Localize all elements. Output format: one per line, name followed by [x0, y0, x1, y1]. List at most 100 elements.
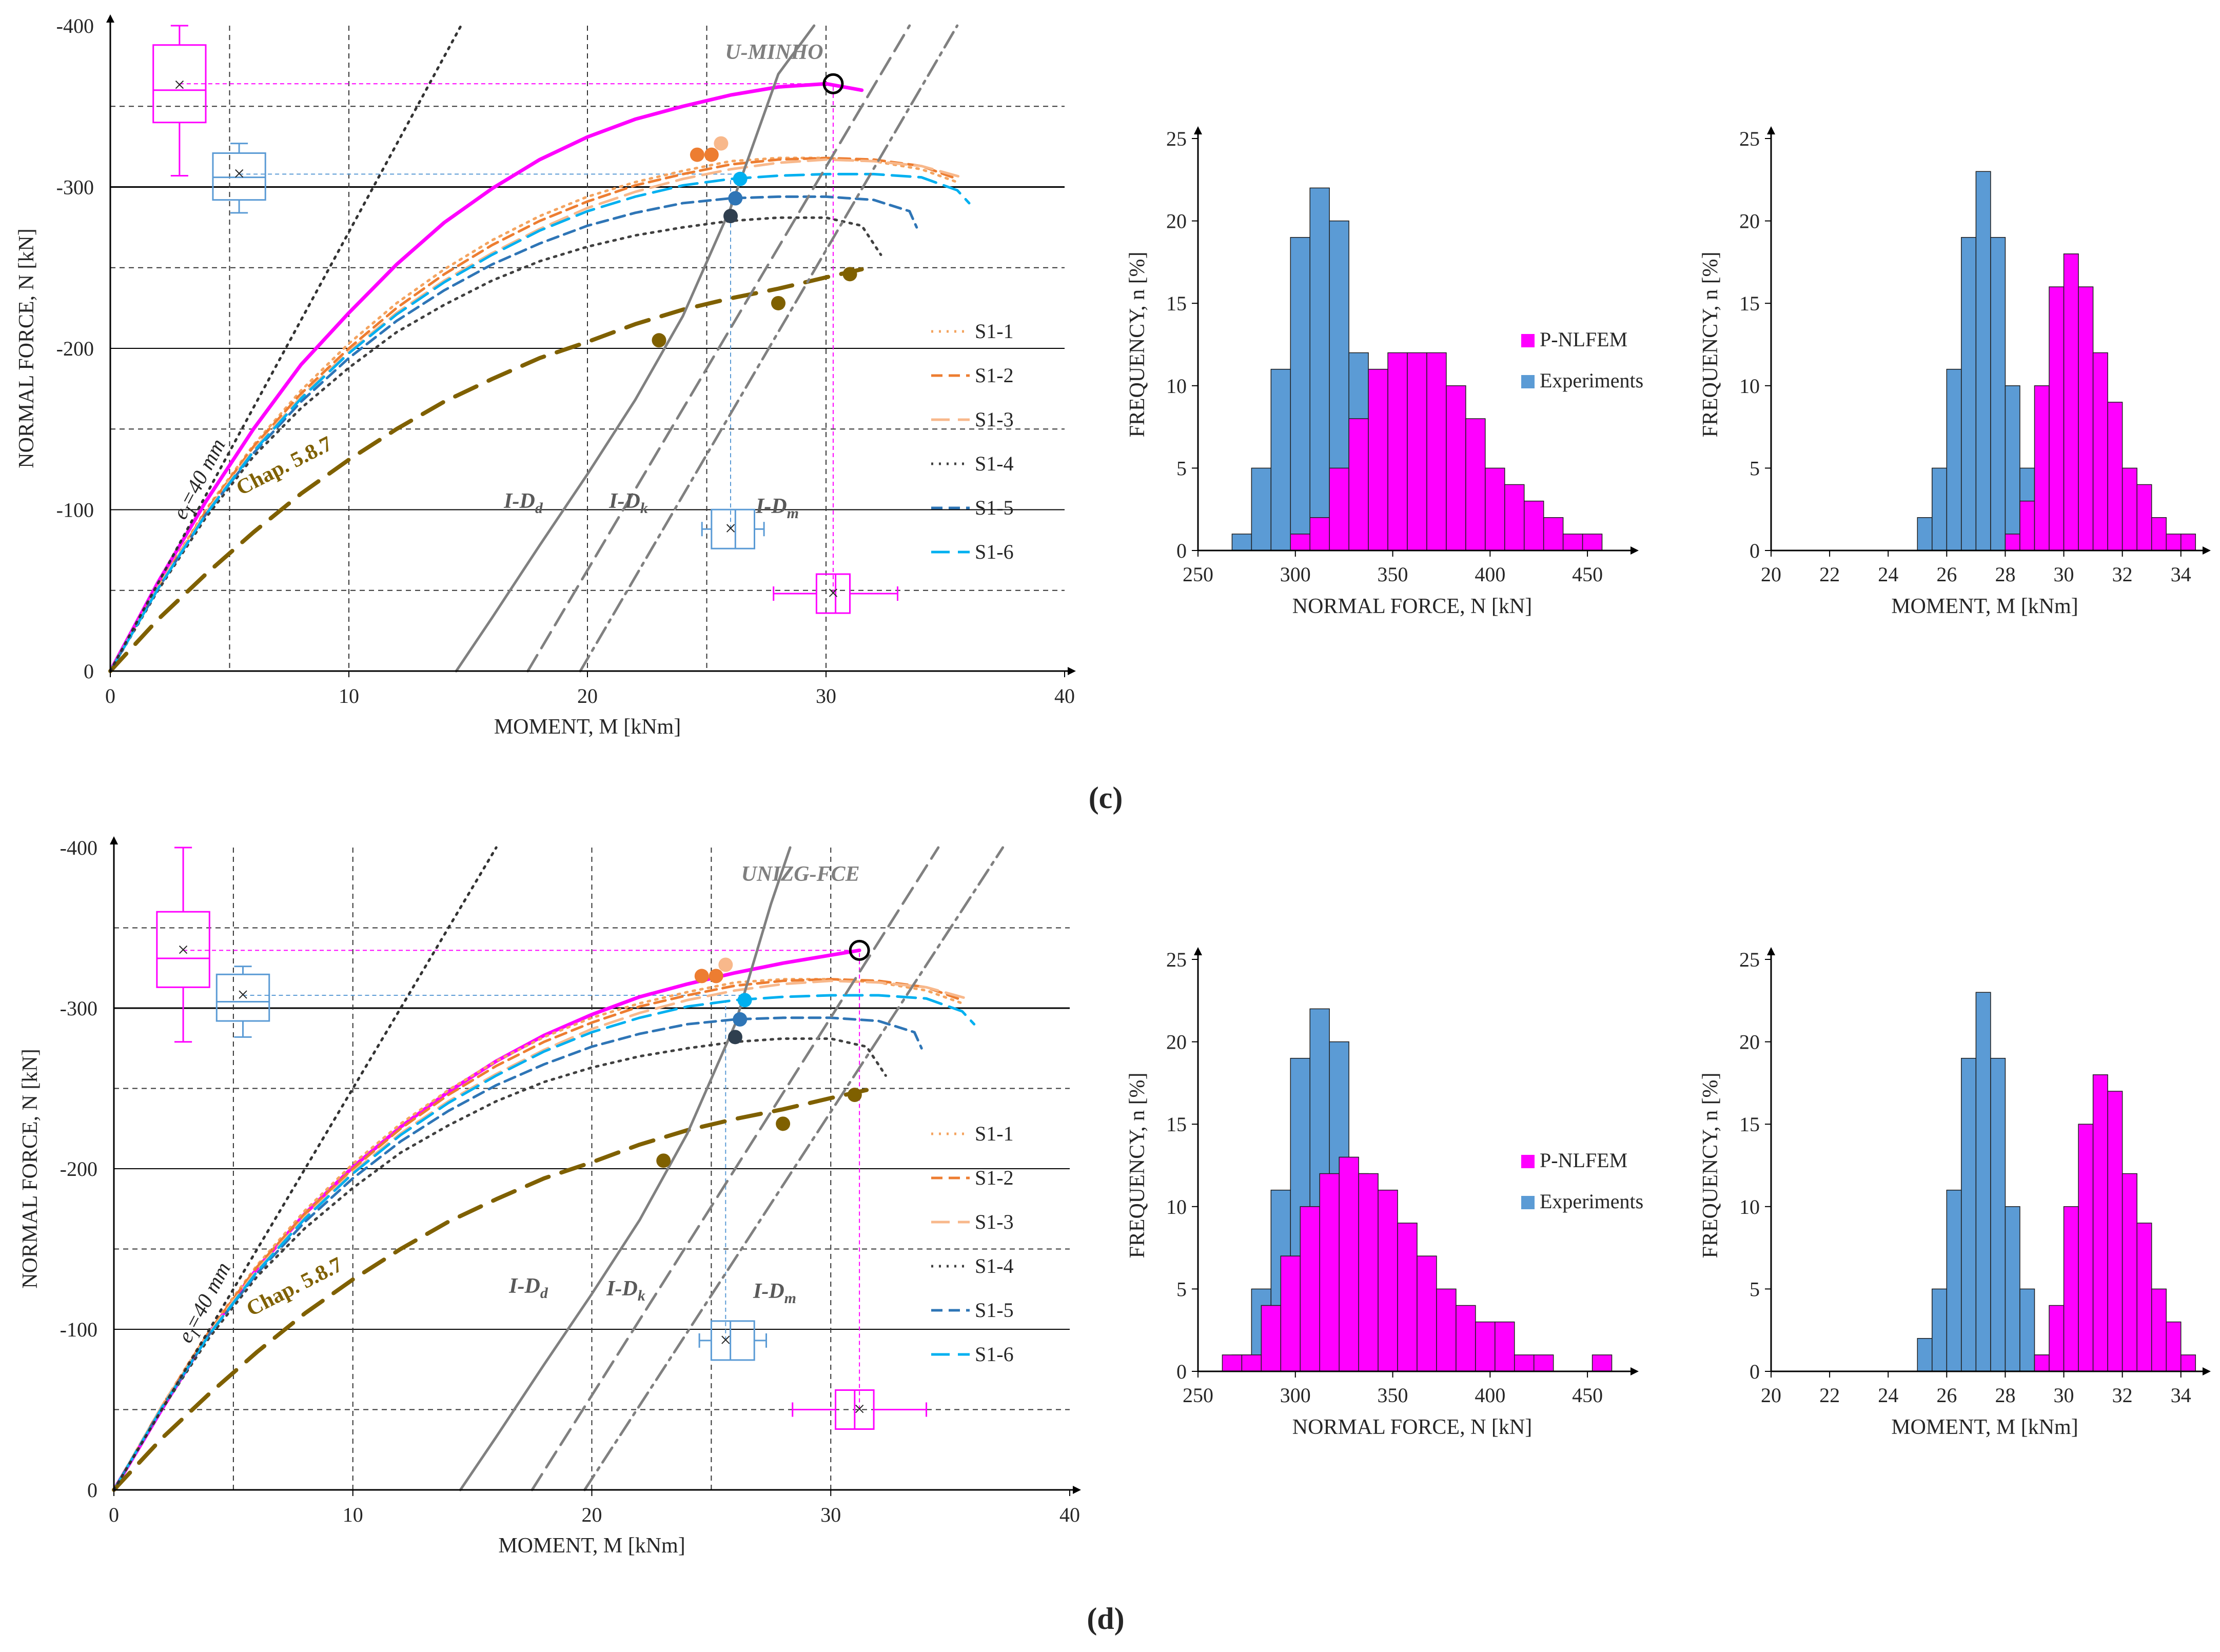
y-tick-label: -200: [60, 1157, 97, 1181]
data-marker: [714, 136, 729, 151]
data-marker: [656, 1153, 671, 1168]
x-tick-label: 28: [1995, 1384, 2015, 1407]
x-axis-label: MOMENT, M [kNm]: [494, 715, 681, 739]
series-line-s1-6: [112, 994, 976, 1491]
bar-p-nlfem: [2092, 1074, 2108, 1372]
bar-p-nlfem: [2005, 534, 2020, 551]
x-tick-label: 300: [1280, 563, 1311, 586]
bar-p-nlfem: [1592, 1354, 1613, 1372]
bar-p-nlfem: [1562, 534, 1583, 551]
y-tick-label: 25: [1739, 127, 1760, 150]
x-tick-label: 34: [2171, 563, 2191, 586]
series-line-i-dd: [459, 846, 792, 1491]
bar-p-nlfem: [1446, 385, 1466, 551]
bar-p-nlfem: [2034, 385, 2050, 551]
bar-p-nlfem: [1456, 1305, 1476, 1372]
y-tick-label: 0: [1750, 1360, 1760, 1383]
annotation-subscript: m: [784, 1290, 796, 1307]
bar-p-nlfem: [2063, 1206, 2079, 1372]
bar-experiments: [1990, 1057, 2006, 1372]
bar-experiments: [2019, 1288, 2035, 1372]
y-axis-label: FREQUENCY, n [%]: [1126, 1072, 1149, 1258]
y-tick-label: 0: [1176, 539, 1187, 562]
data-marker: [733, 171, 748, 186]
chart-d-main: × × × × 0 10 20 30 40 0 -100 -200 -300 -400 MOMENT, M …: [18, 836, 1081, 1558]
data-marker: [842, 267, 857, 282]
legend-label: S1-3: [975, 408, 1014, 431]
legend-label: S1-3: [975, 1210, 1014, 1233]
x-tick-label: 0: [109, 1503, 119, 1526]
data-marker: [733, 1012, 748, 1027]
annotation-dm: I-Dm: [753, 1280, 796, 1307]
y-tick-label: 10: [1166, 375, 1187, 398]
y-tick-label: 5: [1750, 457, 1760, 480]
legend-label: P-NLFEM: [1540, 1149, 1627, 1172]
legend-label: S1-6: [975, 1343, 1014, 1366]
data-marker: [776, 1116, 791, 1131]
bar-p-nlfem: [2180, 534, 2196, 551]
legend-label: S1-6: [975, 540, 1014, 563]
annotation-dk: I-Dk: [608, 489, 648, 517]
series-line-s1-3: [109, 158, 964, 673]
bar-p-nlfem: [2151, 1288, 2167, 1372]
y-tick-label: 15: [1739, 1113, 1760, 1136]
legend-label: S1-5: [975, 1299, 1014, 1322]
series-line-chap-5-8-7: [112, 1088, 869, 1492]
bar-p-nlfem: [1407, 352, 1427, 551]
bar-p-nlfem: [1543, 517, 1564, 551]
x-tick-label: 32: [2112, 563, 2133, 586]
peak-highlight-marker: [822, 73, 844, 94]
legend-swatch: [1521, 334, 1535, 347]
legend-label: S1-1: [975, 320, 1014, 343]
legend-label: S1-4: [975, 1254, 1014, 1277]
x-tick-label: 20: [1761, 563, 1781, 586]
x-axis-label: NORMAL FORCE, N [kN]: [1292, 595, 1532, 618]
bar-experiments: [1231, 534, 1252, 551]
x-tick-label: 250: [1183, 1384, 1213, 1407]
boxplot-mean: ×: [237, 983, 249, 1006]
bar-experiments: [1975, 171, 1991, 551]
bar-p-nlfem: [2019, 500, 2035, 551]
bar-experiments: [1975, 992, 1991, 1372]
bar-p-nlfem: [2107, 1091, 2123, 1372]
x-axis-arrow: [2203, 1367, 2211, 1375]
series-line-s1-5: [109, 195, 918, 673]
series-line-i-dm: [583, 846, 1005, 1491]
annotation-label: I-D: [755, 495, 787, 518]
x-tick-label: 10: [339, 684, 359, 707]
bar-experiments: [1961, 1057, 1977, 1372]
series-line-i-dd: [455, 24, 816, 673]
bar-p-nlfem: [1300, 1206, 1320, 1372]
x-tick-label: 32: [2112, 1384, 2133, 1407]
x-tick-label: 24: [1878, 563, 1898, 586]
series-line-i-dk: [531, 846, 940, 1491]
bar-p-nlfem: [1417, 1255, 1437, 1372]
data-marker: [847, 1088, 862, 1103]
bar-p-nlfem: [1222, 1354, 1243, 1372]
legend-label: S1-2: [975, 1166, 1014, 1189]
y-tick-label: 5: [1176, 457, 1187, 480]
boxplot-mean: ×: [725, 517, 737, 540]
x-tick-label: 30: [2054, 1384, 2074, 1407]
x-tick-label: 40: [1059, 1503, 1080, 1526]
bar-experiments: [1917, 517, 1933, 551]
y-tick-label: 5: [1750, 1277, 1760, 1301]
bar-p-nlfem: [1495, 1321, 1515, 1372]
y-tick-label: -200: [56, 337, 94, 360]
bar-p-nlfem: [2121, 1173, 2137, 1372]
legend-swatch: [1521, 375, 1535, 388]
series-line-s1-3: [112, 979, 969, 1491]
series-line-i-dk: [526, 24, 911, 673]
y-tick-label: 15: [1166, 1113, 1187, 1136]
bar-experiments: [1932, 1288, 1948, 1372]
bar-p-nlfem: [2166, 1321, 2182, 1372]
annotation-dd: I-Dd: [503, 489, 543, 517]
y-tick-label: 25: [1166, 948, 1187, 971]
boxplot-mean: ×: [720, 1328, 732, 1351]
annotation-subscript: m: [787, 505, 799, 522]
series-line-s1-5: [112, 1016, 923, 1491]
bar-p-nlfem: [1465, 418, 1486, 551]
x-axis-arrow: [1073, 1486, 1081, 1494]
y-tick-label: 0: [1176, 1360, 1187, 1383]
boxplot-box: [156, 911, 210, 988]
